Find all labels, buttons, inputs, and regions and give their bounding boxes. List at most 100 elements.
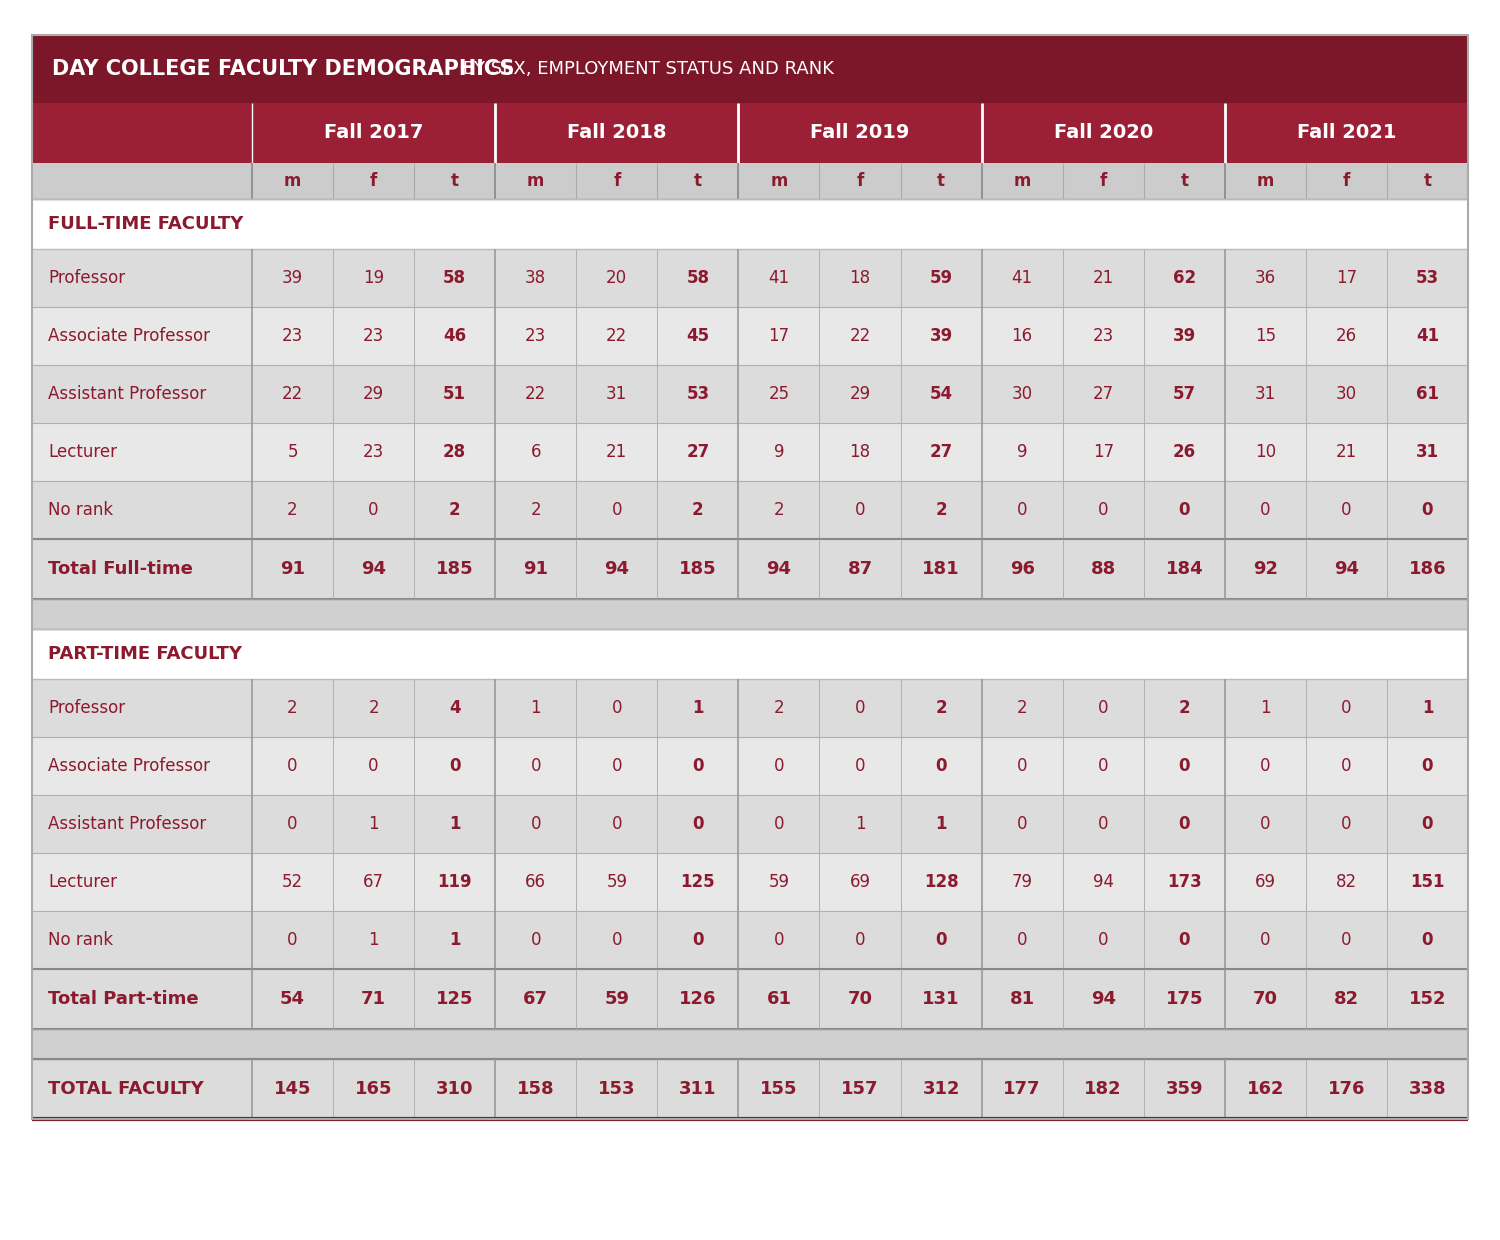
- Text: 152: 152: [1408, 990, 1446, 1008]
- Text: 51: 51: [442, 384, 466, 403]
- Text: 0: 0: [855, 501, 865, 520]
- Text: 23: 23: [282, 327, 303, 345]
- Text: m: m: [526, 172, 544, 190]
- Text: 91: 91: [524, 560, 548, 578]
- Text: 0: 0: [1098, 931, 1108, 949]
- Text: 0: 0: [855, 756, 865, 775]
- Text: 39: 39: [930, 327, 952, 345]
- Text: 92: 92: [1252, 560, 1278, 578]
- Text: 338: 338: [1408, 1080, 1446, 1097]
- Text: 66: 66: [525, 873, 546, 892]
- Text: 61: 61: [766, 990, 792, 1008]
- Text: 26: 26: [1336, 327, 1358, 345]
- Text: 31: 31: [1416, 443, 1438, 461]
- Text: 1: 1: [692, 699, 703, 717]
- Text: 27: 27: [1092, 384, 1114, 403]
- Bar: [32, 629, 1468, 680]
- Text: 0: 0: [288, 815, 298, 833]
- Text: Fall 2021: Fall 2021: [1296, 124, 1396, 143]
- Text: m: m: [284, 172, 302, 190]
- Text: 0: 0: [612, 815, 622, 833]
- Text: 0: 0: [692, 756, 703, 775]
- Bar: [32, 35, 1468, 1118]
- Text: 0: 0: [612, 699, 622, 717]
- Text: 0: 0: [1422, 756, 1432, 775]
- Text: Professor: Professor: [48, 699, 124, 717]
- Text: 6: 6: [531, 443, 542, 461]
- Text: 21: 21: [606, 443, 627, 461]
- Text: 91: 91: [280, 560, 304, 578]
- Text: f: f: [1342, 172, 1350, 190]
- Text: 2: 2: [286, 699, 298, 717]
- Text: 4: 4: [448, 699, 460, 717]
- Text: 15: 15: [1256, 327, 1276, 345]
- Text: 119: 119: [438, 873, 472, 892]
- Text: No rank: No rank: [48, 931, 112, 949]
- Text: 0: 0: [288, 756, 298, 775]
- Text: 19: 19: [363, 269, 384, 286]
- Text: 0: 0: [774, 815, 784, 833]
- Text: 27: 27: [686, 443, 709, 461]
- Text: 53: 53: [687, 384, 709, 403]
- Text: t: t: [1180, 172, 1188, 190]
- Text: 59: 59: [606, 873, 627, 892]
- Text: 1: 1: [1260, 699, 1270, 717]
- Text: TOTAL FACULTY: TOTAL FACULTY: [48, 1080, 204, 1097]
- Text: 125: 125: [681, 873, 716, 892]
- Text: 145: 145: [274, 1080, 312, 1097]
- Text: 96: 96: [1010, 560, 1035, 578]
- Text: f: f: [1100, 172, 1107, 190]
- Text: 31: 31: [1254, 384, 1276, 403]
- Text: 185: 185: [680, 560, 717, 578]
- Text: Assistant Professor: Assistant Professor: [48, 815, 206, 833]
- Text: Associate Professor: Associate Professor: [48, 756, 210, 775]
- Bar: [32, 198, 1468, 249]
- Bar: [32, 599, 1468, 629]
- Text: 82: 82: [1334, 990, 1359, 1008]
- Text: 0: 0: [612, 931, 622, 949]
- Text: 182: 182: [1084, 1080, 1122, 1097]
- Bar: [32, 539, 1468, 599]
- Text: 58: 58: [687, 269, 709, 286]
- Text: 2: 2: [774, 501, 784, 520]
- Text: 23: 23: [363, 327, 384, 345]
- Text: 54: 54: [280, 990, 304, 1008]
- Text: 21: 21: [1092, 269, 1114, 286]
- Text: 0: 0: [531, 756, 542, 775]
- Text: 310: 310: [436, 1080, 474, 1097]
- Bar: [32, 249, 1468, 308]
- Text: 0: 0: [774, 931, 784, 949]
- Text: 131: 131: [922, 990, 960, 1008]
- Text: 20: 20: [606, 269, 627, 286]
- Bar: [32, 308, 1468, 365]
- Text: 81: 81: [1010, 990, 1035, 1008]
- Bar: [32, 365, 1468, 423]
- Text: 0: 0: [1098, 699, 1108, 717]
- Bar: [32, 162, 1468, 198]
- Text: 0: 0: [774, 756, 784, 775]
- Text: 2: 2: [1179, 699, 1190, 717]
- Text: 151: 151: [1410, 873, 1444, 892]
- Text: 82: 82: [1336, 873, 1358, 892]
- Text: 53: 53: [1416, 269, 1438, 286]
- Bar: [32, 35, 1468, 103]
- Text: 153: 153: [598, 1080, 636, 1097]
- Text: 2: 2: [369, 699, 380, 717]
- Text: m: m: [1014, 172, 1031, 190]
- Text: 0: 0: [1017, 501, 1028, 520]
- Text: 9: 9: [1017, 443, 1028, 461]
- Text: 30: 30: [1336, 384, 1358, 403]
- Text: 30: 30: [1011, 384, 1032, 403]
- Text: Lecturer: Lecturer: [48, 873, 117, 892]
- Text: 1: 1: [369, 931, 380, 949]
- Text: 126: 126: [680, 990, 717, 1008]
- Bar: [32, 680, 1468, 737]
- Text: 0: 0: [1098, 501, 1108, 520]
- Text: 61: 61: [1416, 384, 1438, 403]
- Text: 88: 88: [1090, 560, 1116, 578]
- Bar: [32, 423, 1468, 481]
- Text: 157: 157: [842, 1080, 879, 1097]
- Text: 94: 94: [766, 560, 792, 578]
- Text: 0: 0: [1017, 756, 1028, 775]
- Text: 29: 29: [363, 384, 384, 403]
